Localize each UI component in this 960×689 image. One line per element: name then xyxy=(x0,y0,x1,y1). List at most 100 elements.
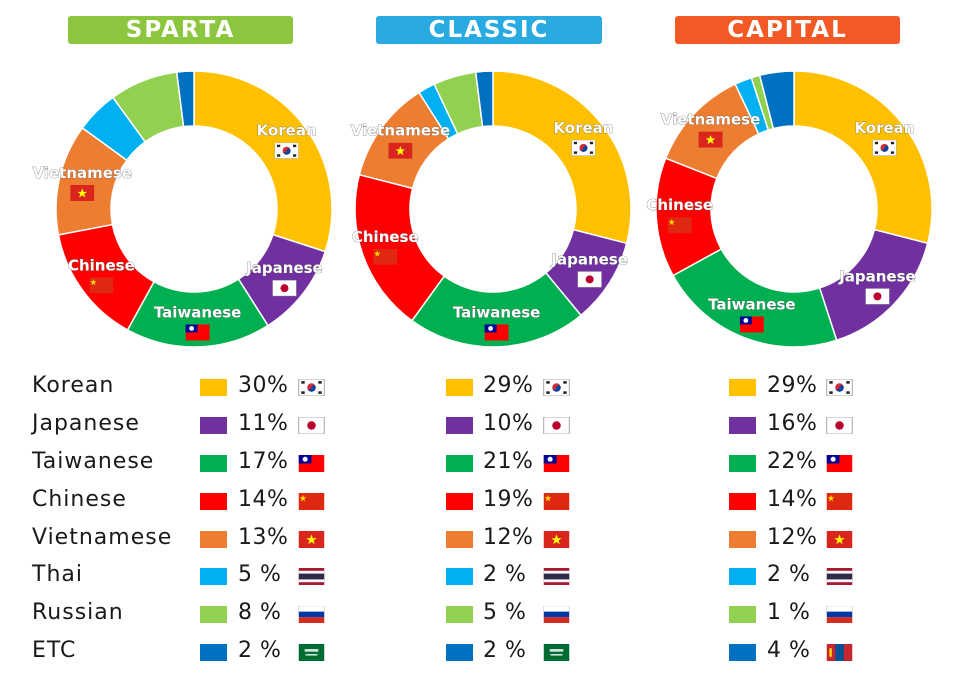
legend-value: 12% xyxy=(767,525,818,550)
chart-flag-china-icon xyxy=(89,277,114,294)
legend-value: 13% xyxy=(238,525,289,550)
china-flag-icon xyxy=(826,493,853,510)
taiwan-flag-icon xyxy=(826,455,853,472)
legend-value: 29% xyxy=(483,373,534,398)
legend-value: 2 % xyxy=(767,562,811,587)
vietnam-flag-icon xyxy=(826,531,853,548)
thailand-flag-icon xyxy=(298,568,325,585)
thailand-flag-icon xyxy=(826,568,853,585)
slice-etc xyxy=(175,70,195,128)
chart-flag-japan-icon xyxy=(577,271,602,288)
legend-label-etc: ETC xyxy=(32,638,77,663)
legend-value: 5 % xyxy=(238,562,282,587)
legend-value: 10% xyxy=(483,411,534,436)
legend-value: 8 % xyxy=(238,600,282,625)
legend-value: 21% xyxy=(483,449,534,474)
legend-swatch xyxy=(200,417,227,434)
chart-label-korean: Korean xyxy=(553,119,613,137)
chart-flag-vietnam-icon xyxy=(698,131,723,148)
chart-label-vietnamese: Vietnamese xyxy=(32,164,132,182)
legend-swatch xyxy=(446,379,473,396)
legend-label-japanese: Japanese xyxy=(32,411,140,436)
legend-label-thai: Thai xyxy=(32,562,83,587)
china-flag-icon xyxy=(298,493,325,510)
chart-flag-taiwan-icon xyxy=(484,324,509,341)
donut-charts: Korean Japanese Taiwanese Chinese Vietnamese… xyxy=(32,70,933,348)
chart-flag-japan-icon xyxy=(272,280,297,297)
legend-value: 19% xyxy=(483,487,534,512)
legend-value: 22% xyxy=(767,449,818,474)
chart-flag-korea-icon xyxy=(274,142,299,159)
legend-swatch xyxy=(729,531,756,548)
china-flag-icon xyxy=(543,493,570,510)
legend-label-chinese: Chinese xyxy=(32,487,127,512)
legend-value: 16% xyxy=(767,411,818,436)
legend-value: 1 % xyxy=(767,600,811,625)
legend-swatch xyxy=(729,493,756,510)
taiwan-flag-icon xyxy=(298,455,325,472)
legend-swatch xyxy=(446,644,473,661)
legend-swatch xyxy=(446,417,473,434)
slice-etc xyxy=(758,70,795,130)
japan-flag-icon xyxy=(543,417,570,434)
legend-swatch xyxy=(200,644,227,661)
legend-swatch xyxy=(200,568,227,585)
legend-label-taiwanese: Taiwanese xyxy=(32,449,155,474)
slice-korean xyxy=(793,70,933,245)
legend-value: 2 % xyxy=(483,638,527,663)
legend-value: 4 % xyxy=(767,638,811,663)
chart-label-japanese: Japanese xyxy=(838,267,916,285)
slice-etc xyxy=(474,70,494,128)
chart-flag-vietnam-icon xyxy=(388,142,413,159)
legend-label-russian: Russian xyxy=(32,600,124,625)
chart-label-taiwanese: Taiwanese xyxy=(708,295,796,313)
russia-flag-icon xyxy=(826,606,853,623)
legend-value: 12% xyxy=(483,525,534,550)
korea-flag-icon xyxy=(543,379,570,396)
chart-label-vietnamese: Vietnamese xyxy=(661,111,761,129)
japan-flag-icon xyxy=(298,417,325,434)
chart-label-japanese: Japanese xyxy=(550,250,628,268)
legend-swatch xyxy=(729,606,756,623)
legend-swatch xyxy=(200,379,227,396)
korea-flag-icon xyxy=(826,379,853,396)
russia-flag-icon xyxy=(298,606,325,623)
campus-title-1: SPARTA CAMPUS xyxy=(68,16,293,71)
legend-value: 5 % xyxy=(483,600,527,625)
korea-flag-icon xyxy=(298,379,325,396)
legend-swatch xyxy=(446,493,473,510)
legend-swatch xyxy=(729,455,756,472)
mongolia-flag-icon xyxy=(826,644,853,661)
legend-swatch xyxy=(446,531,473,548)
legend-value: 2 % xyxy=(483,562,527,587)
chart-flag-taiwan-icon xyxy=(185,324,210,341)
legend-swatch xyxy=(446,455,473,472)
slice-korean xyxy=(193,70,333,253)
thailand-flag-icon xyxy=(543,568,570,585)
chart-flag-vietnam-icon xyxy=(70,185,95,202)
chart-flag-china-icon xyxy=(373,248,398,265)
legend-value: 14% xyxy=(238,487,289,512)
legend-swatch xyxy=(200,493,227,510)
legend-swatch xyxy=(446,568,473,585)
legend-swatch xyxy=(729,379,756,396)
legend-swatch xyxy=(729,568,756,585)
legend-swatch xyxy=(200,531,227,548)
taiwan-flag-icon xyxy=(543,455,570,472)
chart-flag-korea-icon xyxy=(571,139,596,156)
chart-label-vietnamese: Vietnamese xyxy=(351,122,451,140)
legend-label-korean: Korean xyxy=(32,373,115,398)
campus-title-3: CAPITAL CAMPUS xyxy=(675,16,900,71)
russia-flag-icon xyxy=(543,606,570,623)
legend-swatch xyxy=(446,606,473,623)
legend-swatch xyxy=(200,455,227,472)
campus-title-2: CLASSIC CAMPUS xyxy=(376,16,602,71)
chart-flag-taiwan-icon xyxy=(739,316,764,333)
saudi-arabia-flag-icon xyxy=(298,644,325,661)
chart-label-korean: Korean xyxy=(257,122,317,140)
legend-swatch xyxy=(200,606,227,623)
legend-value: 11% xyxy=(238,411,289,436)
legend-value: 29% xyxy=(767,373,818,398)
chart-label-chinese: Chinese xyxy=(68,256,135,274)
chart-flag-china-icon xyxy=(667,217,692,234)
